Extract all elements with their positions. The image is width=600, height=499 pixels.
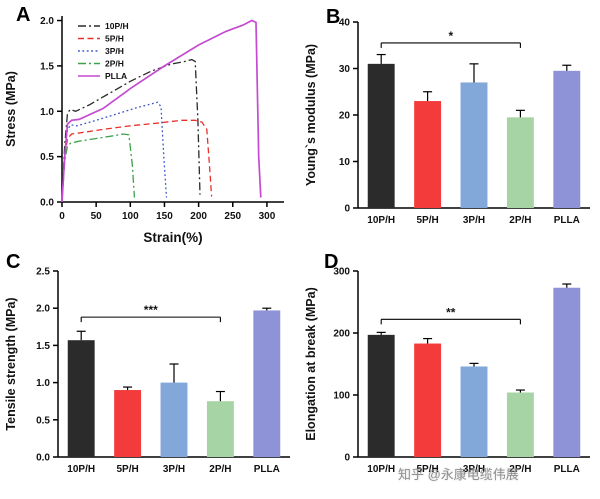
svg-text:300: 300: [259, 211, 276, 222]
svg-text:40: 40: [339, 18, 351, 29]
panel-label-d: D: [324, 251, 339, 273]
svg-text:0: 0: [59, 211, 65, 222]
svg-text:PLLA: PLLA: [554, 464, 580, 475]
panel-label-c: C: [6, 251, 21, 273]
svg-text:3P/H: 3P/H: [105, 46, 124, 56]
svg-text:1.0: 1.0: [36, 378, 50, 389]
svg-text:1.5: 1.5: [40, 61, 54, 72]
svg-text:100: 100: [122, 211, 139, 222]
svg-text:1.5: 1.5: [36, 341, 50, 352]
watermark-text: 知乎 @永康电缆伟展: [398, 467, 519, 482]
svg-text:1.0: 1.0: [40, 107, 54, 118]
svg-text:Tensile strength (MPa): Tensile strength (MPa): [4, 297, 18, 430]
panel-label-a: A: [16, 4, 31, 26]
svg-text:20: 20: [339, 111, 351, 122]
svg-text:0.0: 0.0: [36, 453, 50, 464]
panel-d: D 0 100 200 300 Elongation at break (MPa) 10P…: [300, 249, 600, 498]
svg-text:Stress (MPa): Stress (MPa): [4, 71, 18, 147]
svg-text:5P/H: 5P/H: [416, 215, 438, 226]
svg-text:2.0: 2.0: [40, 16, 54, 27]
svg-text:5P/H: 5P/H: [116, 464, 138, 475]
svg-text:**: **: [446, 305, 456, 319]
svg-text:0: 0: [344, 453, 350, 464]
svg-text:0: 0: [344, 204, 350, 215]
svg-text:***: ***: [144, 303, 158, 317]
svg-text:2P/H: 2P/H: [509, 215, 531, 226]
svg-text:50: 50: [91, 211, 103, 222]
svg-text:PLLA: PLLA: [254, 464, 280, 475]
svg-text:0.5: 0.5: [40, 152, 54, 163]
elongation-at-break-bar-chart: 0 100 200 300 Elongation at break (MPa) 10P/H…: [304, 267, 590, 475]
svg-text:300: 300: [333, 267, 350, 278]
svg-text:10P/H: 10P/H: [67, 464, 95, 475]
svg-text:2P/H: 2P/H: [509, 464, 531, 475]
svg-text:10P/H: 10P/H: [367, 464, 395, 475]
svg-text:200: 200: [190, 211, 207, 222]
svg-text:5P/H: 5P/H: [416, 464, 438, 475]
svg-text:30: 30: [339, 64, 351, 75]
panel-b: B 0 10 20 30 40 Young`s modulus (MPa) 10P/H 5P/…: [300, 0, 600, 249]
svg-text:Elongation at break (MPa): Elongation at break (MPa): [304, 287, 318, 441]
svg-text:*: *: [448, 29, 453, 43]
svg-text:Young`s modulus (MPa): Young`s modulus (MPa): [304, 44, 318, 186]
svg-text:2P/H: 2P/H: [209, 464, 231, 475]
svg-text:PLLA: PLLA: [554, 215, 580, 226]
panel-label-b: B: [326, 6, 341, 28]
svg-text:Strain(%): Strain(%): [143, 230, 202, 245]
stress-strain-line-chart: 0.0 0.5 1.0 1.5 2.0 Stress (MPa) 0 50 100 150 200 2…: [4, 16, 284, 245]
svg-text:0.5: 0.5: [36, 415, 50, 426]
svg-text:3P/H: 3P/H: [163, 464, 185, 475]
svg-text:10P/H: 10P/H: [105, 21, 129, 31]
svg-text:3P/H: 3P/H: [463, 464, 485, 475]
svg-text:2P/H: 2P/H: [105, 59, 124, 69]
svg-text:10: 10: [339, 157, 351, 168]
panel-c: C 0.0 0.5 1.0 1.5 2.0 2.5 Tensile strength (MP…: [0, 249, 300, 498]
svg-text:2.5: 2.5: [36, 267, 50, 278]
svg-text:150: 150: [156, 211, 173, 222]
youngs-modulus-bar-chart: 0 10 20 30 40 Young`s modulus (MPa) 10P/H 5P/H 3…: [304, 18, 590, 226]
svg-text:10P/H: 10P/H: [367, 215, 395, 226]
svg-text:0.0: 0.0: [40, 198, 54, 209]
svg-text:2.0: 2.0: [36, 304, 50, 315]
svg-text:5P/H: 5P/H: [105, 34, 124, 44]
panel-a: A 0.0 0.5 1.0 1.5 2.0 Stress (MPa) 0 50 100 150 20…: [0, 0, 300, 249]
svg-text:100: 100: [333, 391, 350, 402]
svg-text:250: 250: [224, 211, 241, 222]
svg-text:PLLA: PLLA: [105, 71, 127, 81]
svg-text:3P/H: 3P/H: [463, 215, 485, 226]
svg-text:200: 200: [333, 329, 350, 340]
tensile-strength-bar-chart: 0.0 0.5 1.0 1.5 2.0 2.5 Tensile strength (MPa)…: [4, 267, 290, 475]
